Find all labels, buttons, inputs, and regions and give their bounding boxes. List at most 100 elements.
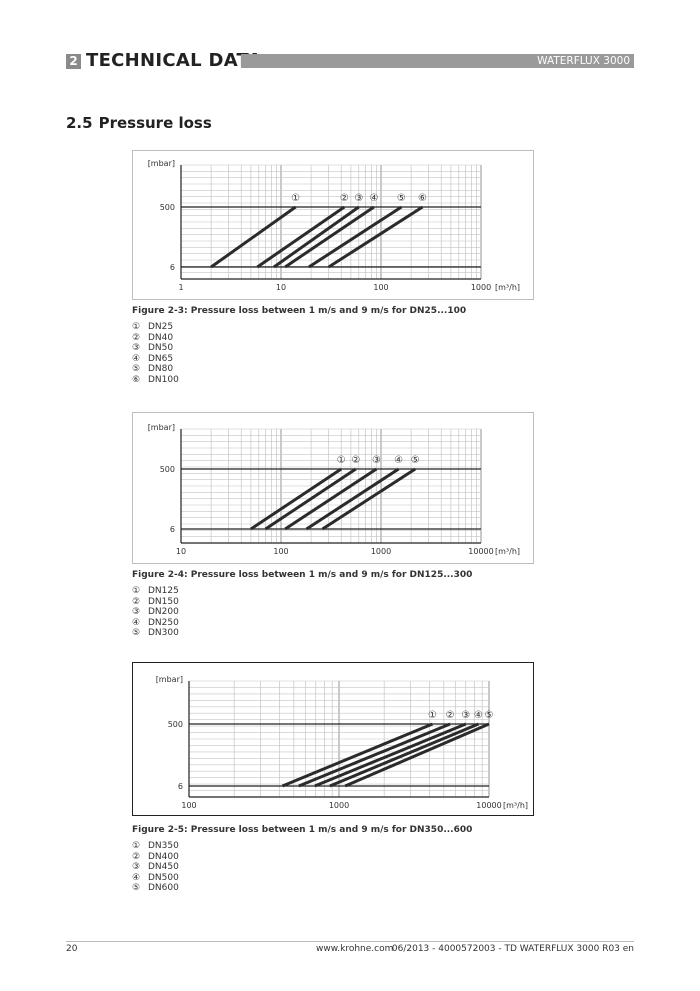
x-axis-unit: [m³/h] — [495, 283, 520, 292]
legend-item: ④ DN65 — [132, 354, 179, 365]
legend-marker: ② — [132, 332, 141, 343]
x-tick-label: 1000 — [371, 547, 391, 556]
legend-marker: ④ — [132, 353, 141, 364]
series-line — [327, 205, 424, 269]
x-tick-label: 1000 — [329, 801, 349, 810]
section-number: 2.5 — [66, 114, 93, 132]
x-axis-unit: [m³/h] — [495, 547, 520, 556]
series-line — [321, 467, 417, 531]
legend-marker: ③ — [132, 862, 141, 872]
y-tick-label: 6 — [178, 782, 183, 791]
chart-figure-2-4: 500 6 [mbar] 10 100 1000 10000 [m³/h] ① ② ③ ④ ⑤ — [132, 412, 534, 564]
legend-item: ④ DN500 — [132, 873, 179, 884]
legend-item: ③ DN450 — [132, 862, 179, 873]
figure-caption-1: Figure 2-3: Pressure loss between 1 m/s … — [132, 306, 467, 316]
series-marker-label: ① — [291, 193, 300, 204]
legend-item: ① DN125 — [132, 586, 179, 597]
legend-marker: ① — [132, 322, 141, 332]
legend-marker: ④ — [132, 872, 141, 883]
x-tick-label: 1000 — [471, 283, 491, 292]
legend-item: ⑥ DN100 — [132, 375, 179, 386]
y-tick-label: 500 — [160, 203, 175, 212]
legend-label: DN500 — [148, 872, 179, 883]
series-marker-label: ② — [351, 455, 360, 466]
chart-svg-1: 500 6 [mbar] 1 10 100 1000 [m³/h] ① ② ③ ④ ⑤ ⑥ — [148, 159, 520, 292]
section-heading: 2.5 Pressure loss — [66, 114, 212, 132]
legend-label: DN450 — [148, 862, 179, 872]
legend-label: DN40 — [148, 332, 174, 343]
chapter-number: 2 — [66, 54, 81, 69]
legend-item: ① DN350 — [132, 841, 179, 852]
legend-label: DN300 — [148, 628, 179, 638]
legend-label: DN50 — [148, 343, 174, 353]
legend-label: DN350 — [148, 841, 179, 851]
y-tick-label: 500 — [160, 465, 175, 474]
series-line — [305, 467, 400, 531]
legend-label: DN250 — [148, 617, 179, 628]
x-tick-label: 100 — [181, 801, 196, 810]
legend-label: DN200 — [148, 607, 179, 617]
legend-label: DN400 — [148, 851, 179, 862]
series-line — [329, 722, 479, 788]
legend-item: ① DN25 — [132, 322, 179, 333]
series-line — [256, 205, 346, 269]
series-line — [273, 205, 360, 269]
legend-marker: ⑤ — [132, 883, 141, 893]
x-tick-label: 10 — [176, 547, 186, 556]
legend-marker: ③ — [132, 607, 141, 617]
x-tick-label: 1 — [178, 283, 183, 292]
chapter-title: TECHNICAL DATA — [86, 50, 262, 71]
legend-item: ② DN150 — [132, 597, 179, 608]
figure-legend-3: ① DN350 ② DN400 ③ DN450 ④ DN500 ⑤ DN600 — [132, 841, 179, 894]
legend-marker: ① — [132, 841, 141, 851]
x-tick-label: 10 — [276, 283, 286, 292]
legend-label: DN65 — [148, 353, 174, 364]
series-marker-label: ② — [446, 710, 455, 721]
legend-item: ⑤ DN600 — [132, 883, 179, 894]
series-marker-label: ③ — [461, 710, 470, 721]
page-number: 20 — [66, 944, 78, 954]
legend-marker: ② — [132, 596, 141, 607]
series-line — [264, 467, 357, 531]
x-axis-unit: [m³/h] — [503, 801, 528, 810]
legend-item: ③ DN50 — [132, 343, 179, 354]
legend-item: ④ DN250 — [132, 618, 179, 629]
series-marker-label: ④ — [474, 710, 483, 721]
series-line — [308, 205, 403, 269]
series-line — [344, 722, 490, 788]
footer-url[interactable]: www.krohne.com — [316, 944, 394, 954]
x-tick-label: 10000 — [468, 547, 493, 556]
legend-item: ② DN40 — [132, 333, 179, 344]
footer-divider — [66, 941, 634, 942]
series-marker-label: ① — [337, 455, 346, 466]
legend-marker: ① — [132, 586, 141, 596]
chart-svg-2: 500 6 [mbar] 10 100 1000 10000 [m³/h] ① ② ③ ④ ⑤ — [148, 423, 520, 556]
product-name: WATERFLUX 3000 — [537, 55, 630, 67]
y-axis-unit: [mbar] — [148, 423, 175, 432]
legend-label: DN125 — [148, 586, 179, 596]
series-line — [210, 205, 297, 269]
legend-label: DN25 — [148, 322, 174, 332]
figure-caption-3: Figure 2-5: Pressure loss between 1 m/s … — [132, 825, 473, 835]
y-axis-unit: [mbar] — [148, 159, 175, 168]
series-marker-label: ④ — [394, 455, 403, 466]
chart-figure-2-5: 500 6 [mbar] 100 1000 10000 [m³/h] ① ② ③ ④ ⑤ — [132, 662, 534, 816]
figure-caption-2: Figure 2-4: Pressure loss between 1 m/s … — [132, 570, 473, 580]
legend-item: ⑤ DN80 — [132, 364, 179, 375]
legend-marker: ⑥ — [132, 374, 141, 385]
series-marker-label: ② — [340, 193, 349, 204]
series-line — [314, 722, 467, 788]
y-tick-label: 6 — [170, 525, 175, 534]
legend-marker: ⑤ — [132, 628, 141, 638]
series-marker-label: ⑤ — [397, 193, 406, 204]
section-title: Pressure loss — [98, 114, 212, 132]
legend-marker: ④ — [132, 617, 141, 628]
x-tick-label: 100 — [373, 283, 388, 292]
legend-marker: ⑤ — [132, 364, 141, 374]
series-line — [250, 467, 343, 531]
y-axis-unit: [mbar] — [156, 675, 183, 684]
series-marker-label: ⑤ — [411, 455, 420, 466]
series-line — [284, 205, 375, 269]
figure-legend-2: ① DN125 ② DN150 ③ DN200 ④ DN250 ⑤ DN300 — [132, 586, 179, 639]
header-bar — [241, 54, 634, 68]
